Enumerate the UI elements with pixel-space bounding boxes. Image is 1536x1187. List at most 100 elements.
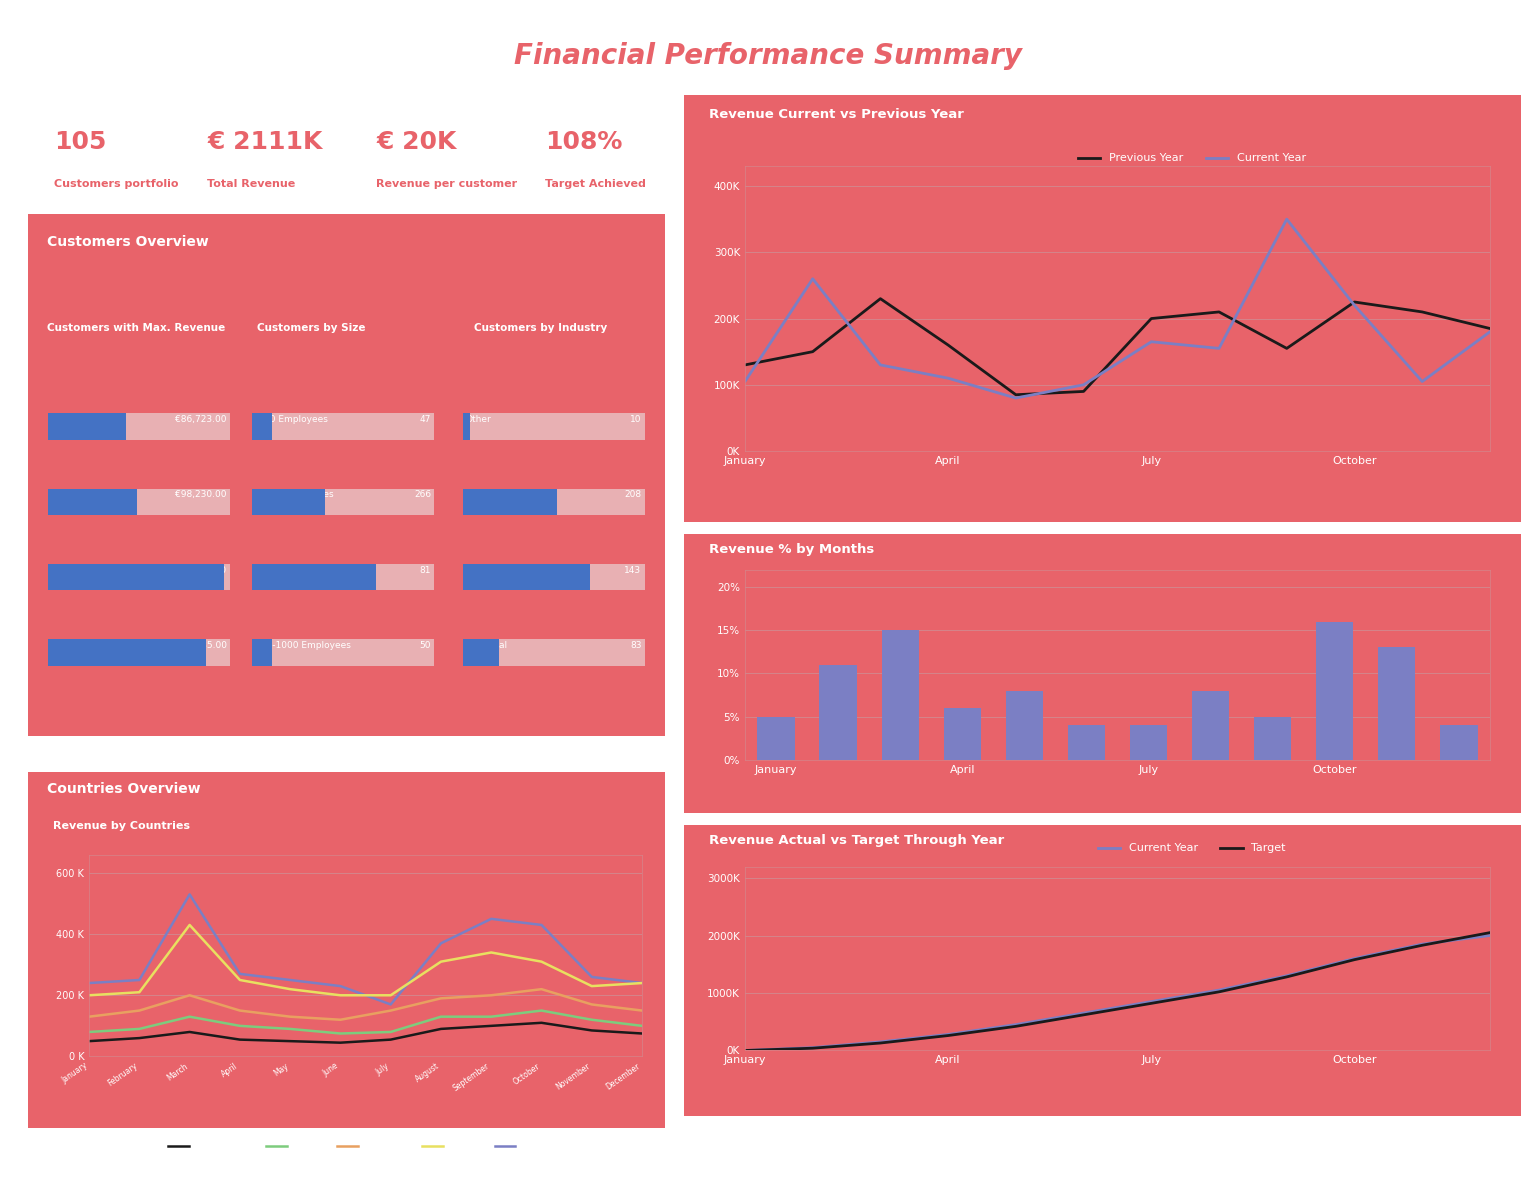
- Current Year: [1413, 937, 1432, 951]
- Previous Year: [803, 344, 822, 358]
- Target: [803, 1041, 822, 1055]
- Current Year: [1413, 374, 1432, 388]
- Text: Beveraqe: Beveraqe: [465, 490, 508, 499]
- Text: Chemical: Chemical: [465, 641, 508, 650]
- Current Year: [1143, 335, 1161, 349]
- Legend: Current Year, Target: Current Year, Target: [1094, 839, 1290, 858]
- USA: [482, 1010, 501, 1024]
- Italy: [281, 982, 300, 996]
- Line: France: France: [89, 989, 642, 1020]
- Previous Year: [1143, 311, 1161, 325]
- Norway: [533, 918, 551, 932]
- Current Year: [1346, 952, 1364, 966]
- Italy: [582, 979, 601, 994]
- Current Year: [803, 272, 822, 286]
- Germany: [432, 1022, 450, 1036]
- Text: Customers with Max. Revenue: Customers with Max. Revenue: [46, 323, 224, 334]
- Italy: [80, 988, 98, 1002]
- USA: [533, 1003, 551, 1017]
- Text: Revenue by Countries: Revenue by Countries: [54, 821, 190, 831]
- USA: [381, 1024, 399, 1039]
- Line: USA: USA: [89, 1010, 642, 1034]
- France: [80, 1010, 98, 1024]
- Previous Year: [1413, 305, 1432, 319]
- Text: Total Revenue: Total Revenue: [207, 179, 295, 189]
- Current Year: [1074, 1007, 1092, 1021]
- USA: [332, 1027, 350, 1041]
- Text: 83: 83: [630, 641, 642, 650]
- France: [432, 991, 450, 1005]
- Italy: [131, 985, 149, 999]
- Germany: [230, 1033, 249, 1047]
- Text: 208: 208: [624, 490, 642, 499]
- Germany: [281, 1034, 300, 1048]
- France: [131, 1003, 149, 1017]
- Line: Current Year: Current Year: [745, 220, 1490, 398]
- Bar: [882, 630, 919, 760]
- Text: 100-1000 Employees: 100-1000 Employees: [255, 641, 352, 650]
- Previous Year: [938, 338, 957, 353]
- Text: 266: 266: [415, 490, 432, 499]
- Text: 50: 50: [419, 641, 432, 650]
- Text: Countries Overview: Countries Overview: [46, 782, 200, 796]
- France: [230, 1003, 249, 1017]
- Current Year: [803, 1041, 822, 1055]
- USA: [180, 1010, 198, 1024]
- Germany: [180, 1024, 198, 1039]
- Italy: [633, 976, 651, 990]
- Germany: [80, 1034, 98, 1048]
- Text: €98,230.00: €98,230.00: [175, 490, 226, 499]
- Previous Year: [1481, 322, 1499, 336]
- Current Year: [1074, 377, 1092, 392]
- Text: 1-10 Employees: 1-10 Employees: [255, 414, 329, 424]
- Bar: [1253, 717, 1292, 760]
- Italy: [332, 988, 350, 1002]
- Text: 81: 81: [419, 565, 432, 575]
- Text: Target Achieved: Target Achieved: [545, 179, 647, 189]
- Target: [1143, 996, 1161, 1010]
- Bar: [1130, 725, 1167, 760]
- Germany: [482, 1018, 501, 1033]
- Current Year: [736, 374, 754, 388]
- Norway: [582, 970, 601, 984]
- Current Year: [1481, 928, 1499, 942]
- Text: 10: 10: [630, 414, 642, 424]
- Text: Revenue per customer: Revenue per customer: [376, 179, 518, 189]
- Text: Revenue Actual vs Target Through Year: Revenue Actual vs Target Through Year: [708, 833, 1005, 846]
- Target: [871, 1036, 889, 1050]
- Norway: [80, 976, 98, 990]
- Norway: [633, 976, 651, 990]
- Norway: [381, 997, 399, 1011]
- Current Year: [1346, 298, 1364, 312]
- Current Year: [938, 1027, 957, 1041]
- Previous Year: [1278, 341, 1296, 355]
- Current Year: [1278, 212, 1296, 227]
- Bar: [757, 717, 794, 760]
- Bar: [1068, 725, 1104, 760]
- Current Year: [1481, 325, 1499, 339]
- USA: [582, 1013, 601, 1027]
- Text: Customers by Size: Customers by Size: [257, 323, 366, 334]
- Current Year: [871, 357, 889, 372]
- Target: [736, 1043, 754, 1058]
- Text: 11-50 Employees: 11-50 Employees: [255, 490, 333, 499]
- France: [180, 988, 198, 1002]
- Current Year: [1006, 1017, 1025, 1032]
- Line: Italy: Italy: [89, 925, 642, 995]
- Line: Norway: Norway: [89, 894, 642, 1004]
- Target: [1413, 938, 1432, 952]
- Text: 47: 47: [419, 414, 432, 424]
- USA: [281, 1022, 300, 1036]
- Text: €86,723.00: €86,723.00: [175, 414, 226, 424]
- Italy: [381, 988, 399, 1002]
- Bar: [1192, 691, 1229, 760]
- Legend: Germany, USA, France, Italy, Norway: Germany, USA, France, Italy, Norway: [164, 1138, 567, 1156]
- France: [381, 1003, 399, 1017]
- Bar: [1378, 647, 1416, 760]
- Italy: [432, 954, 450, 969]
- Italy: [533, 954, 551, 969]
- USA: [432, 1010, 450, 1024]
- Norway: [131, 973, 149, 988]
- Current Year: [938, 372, 957, 386]
- Line: Current Year: Current Year: [745, 935, 1490, 1050]
